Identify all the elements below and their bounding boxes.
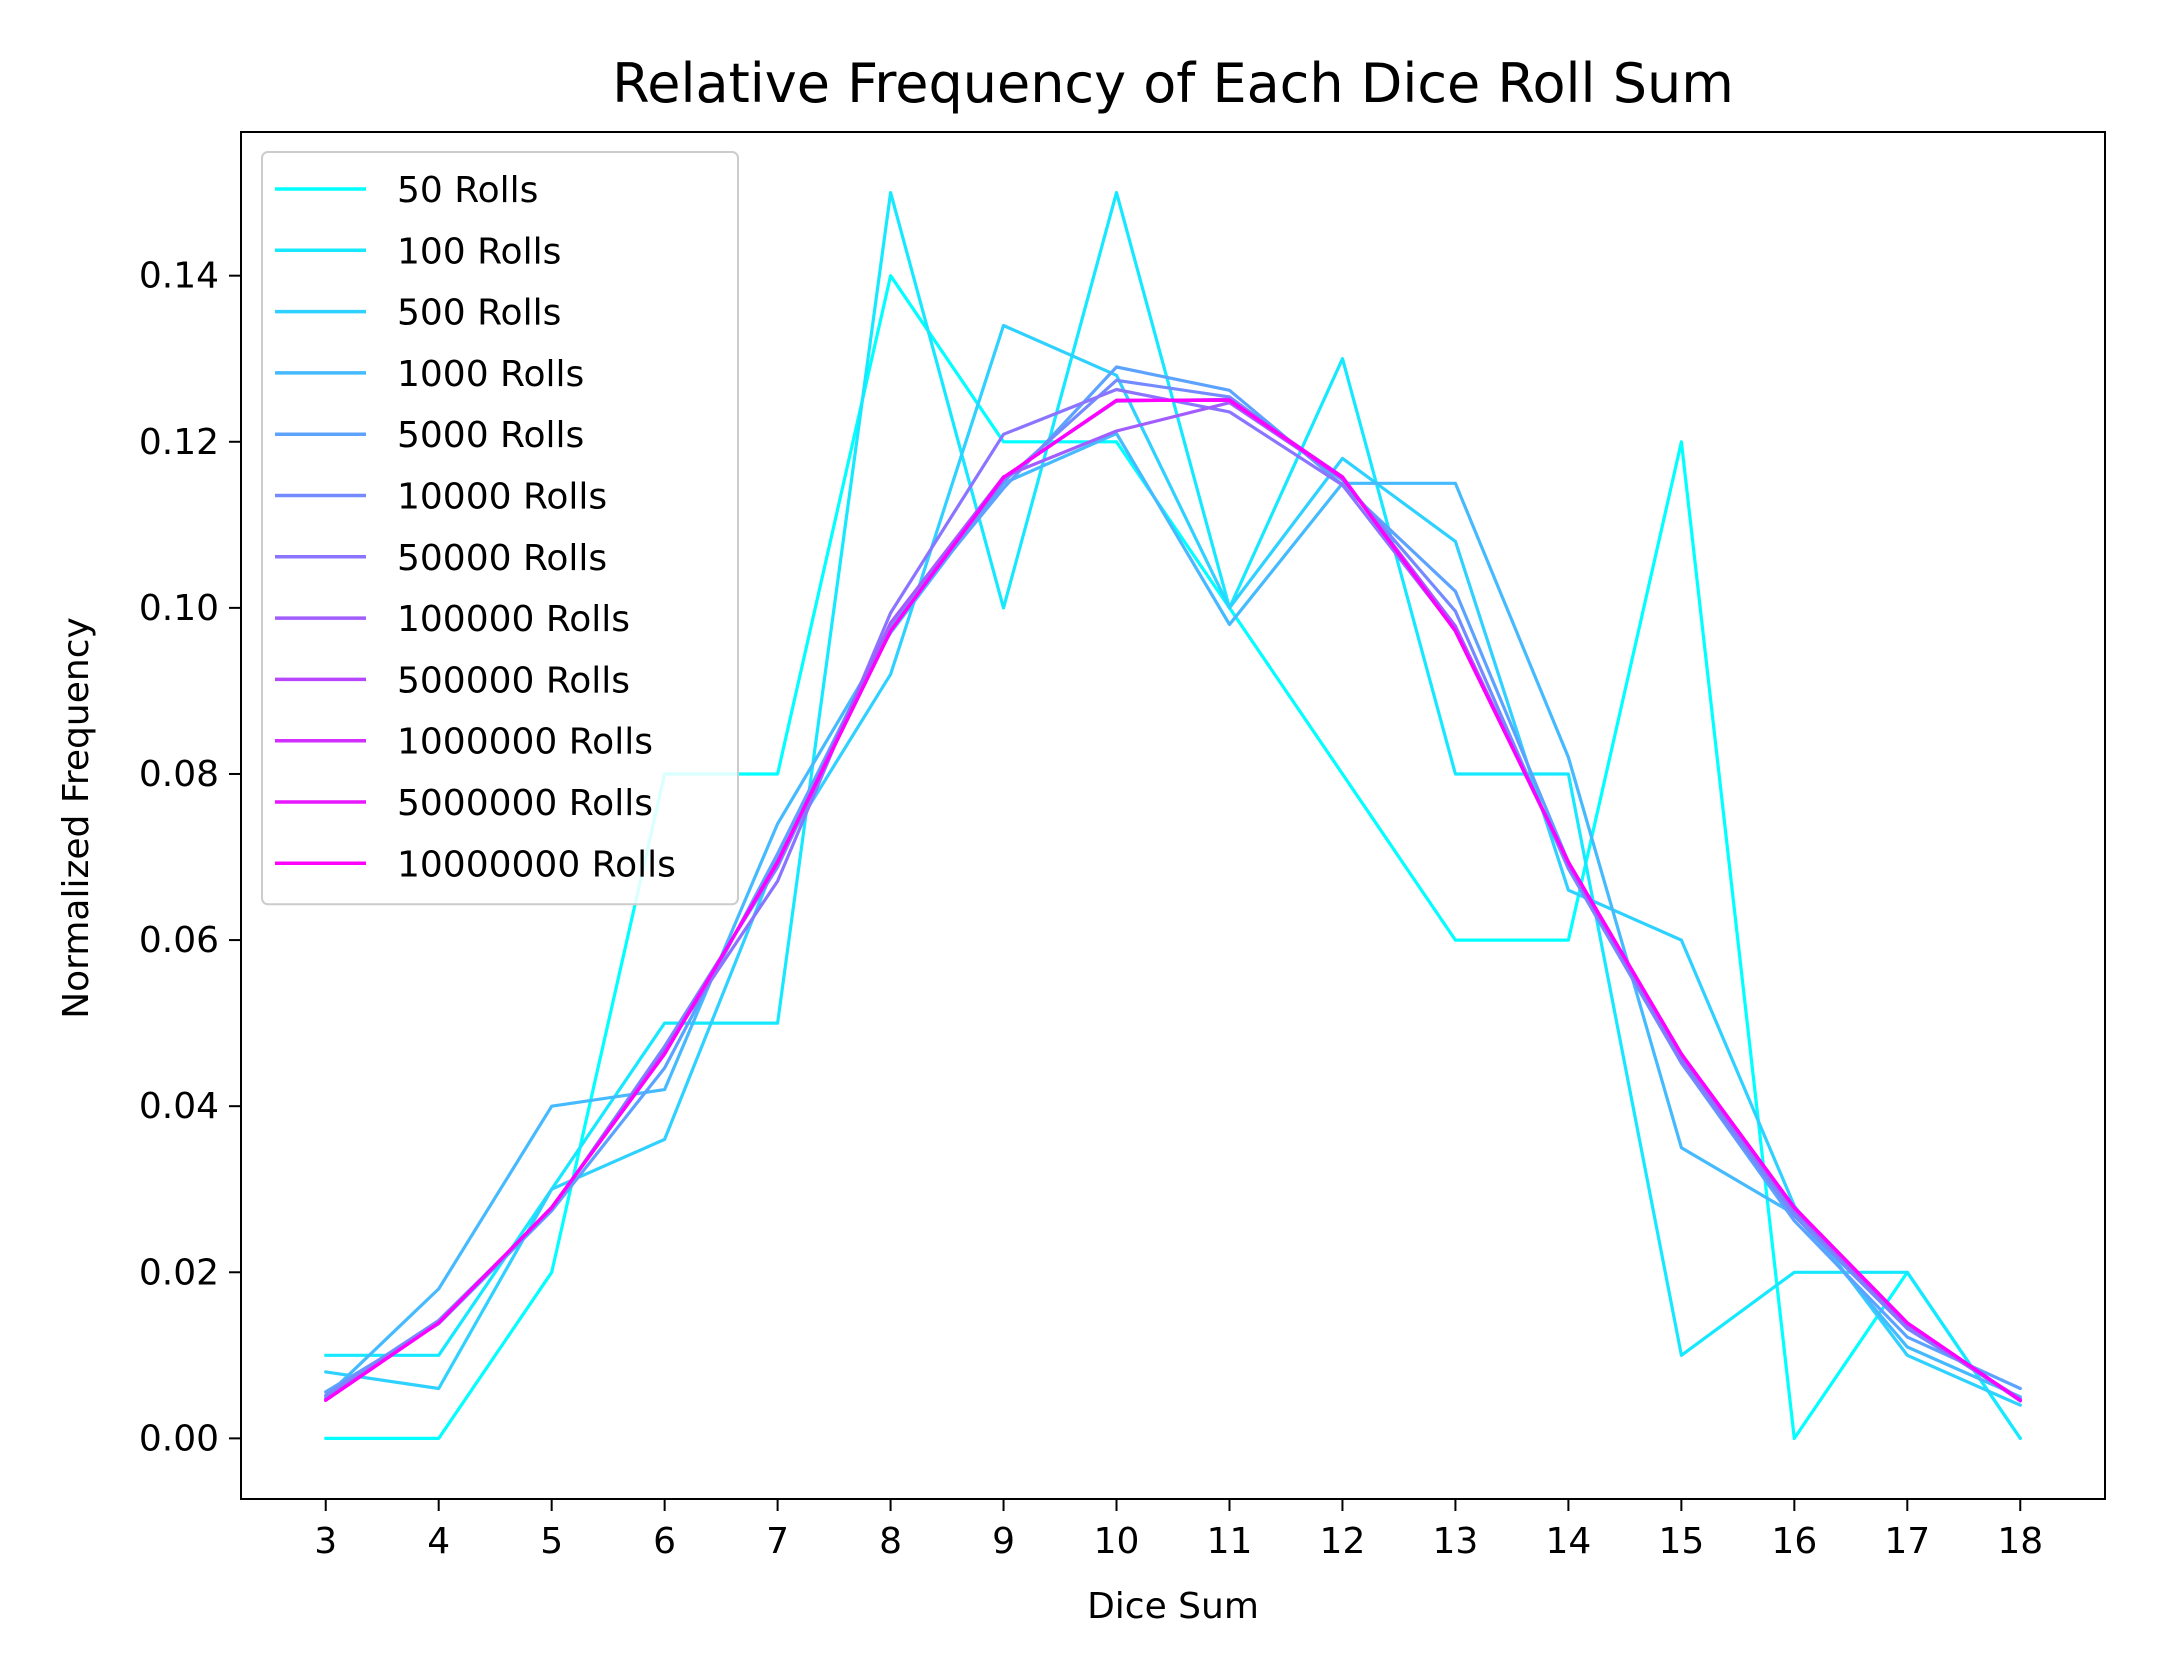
legend-label: 100000 Rolls [397, 599, 630, 640]
legend-label: 50 Rolls [397, 170, 538, 211]
y-tick-label: 0.04 [139, 1086, 219, 1127]
x-tick-label: 9 [992, 1521, 1015, 1562]
x-tick-label: 3 [314, 1521, 337, 1562]
series-line-50-rolls [324, 274, 2022, 1441]
x-tick-label: 10 [1094, 1521, 1140, 1562]
x-tick-label: 4 [427, 1521, 450, 1562]
y-tick-label: 0.12 [139, 422, 219, 463]
y-axis-label: Normalized Frequency [56, 617, 97, 1019]
series-line-10000000-rolls [324, 398, 2022, 1402]
x-tick-label: 13 [1433, 1521, 1479, 1562]
x-tick-label: 7 [766, 1521, 789, 1562]
y-tick-label: 0.10 [139, 588, 219, 629]
y-tick-label: 0.00 [139, 1418, 219, 1459]
legend-label: 1000 Rolls [397, 354, 584, 395]
legend-label: 5000 Rolls [397, 415, 584, 456]
legend-label: 5000000 Rolls [397, 783, 653, 824]
x-tick-label: 5 [540, 1521, 563, 1562]
plot-area-frame [240, 131, 2106, 1500]
x-tick-label: 16 [1771, 1521, 1817, 1562]
legend-label: 50000 Rolls [397, 538, 607, 579]
x-tick-label: 8 [879, 1521, 902, 1562]
axis-ticks: 3 4 5 6 7 8 9 10 11 12 13 14 15 16 17 18 0.00 0.02 0.04 0.0… [139, 256, 2043, 1562]
legend-label: 500000 Rolls [397, 660, 630, 701]
x-tick-label: 18 [1997, 1521, 2043, 1562]
legend-box [261, 151, 739, 906]
chart-title: Relative Frequency of Each Dice Roll Sum [612, 52, 1734, 115]
series-line-1000-rolls [324, 431, 2022, 1399]
legend-label: 500 Rolls [397, 293, 561, 334]
x-tick-label: 14 [1545, 1521, 1591, 1562]
legend-label: 10000000 Rolls [397, 844, 676, 885]
legend-label: 100 Rolls [397, 231, 561, 272]
y-tick-label: 0.14 [139, 256, 219, 297]
x-tick-label: 11 [1207, 1521, 1253, 1562]
x-tick-label: 15 [1658, 1521, 1704, 1562]
x-axis-label: Dice Sum [1087, 1586, 1259, 1627]
legend: 50 Rolls 100 Rolls 500 Rolls 1000 Rolls 5000… [261, 151, 739, 906]
x-tick-label: 6 [653, 1521, 676, 1562]
y-tick-label: 0.08 [139, 754, 219, 795]
y-tick-label: 0.02 [139, 1252, 219, 1293]
series-lines [324, 191, 2022, 1441]
x-tick-label: 12 [1320, 1521, 1366, 1562]
y-tick-label: 0.06 [139, 920, 219, 961]
legend-label: 10000 Rolls [397, 477, 607, 518]
x-tick-label: 17 [1884, 1521, 1930, 1562]
series-line-500-rolls [324, 323, 2022, 1407]
legend-label: 1000000 Rolls [397, 722, 653, 763]
